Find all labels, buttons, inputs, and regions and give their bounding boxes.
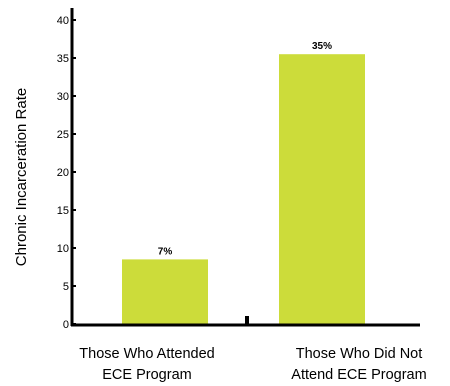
axes — [70, 8, 420, 327]
data-labels: 7% 35% — [158, 41, 332, 257]
y-tick-label: 40 — [57, 15, 69, 27]
x-tick-label: ECE Program — [102, 367, 191, 383]
data-label: 35% — [312, 41, 332, 52]
y-tick-label: 25 — [57, 129, 69, 141]
y-tick-label: 10 — [57, 243, 69, 255]
y-axis-label: Chronic Incarceration Rate — [13, 88, 30, 266]
bars — [122, 54, 365, 324]
y-tick-label: 0 — [63, 319, 69, 331]
x-tick-label: Those Who Attended — [79, 346, 214, 362]
x-tick-label: Those Who Did Not — [296, 346, 423, 362]
x-tick-label: Attend ECE Program — [291, 367, 426, 383]
y-tick-label: 15 — [57, 205, 69, 217]
y-tick-label: 30 — [57, 91, 69, 103]
y-axis-ticks: 0 5 10 15 20 25 30 35 40 — [57, 15, 76, 331]
bar — [122, 259, 208, 324]
y-tick-label: 20 — [57, 167, 69, 179]
bar — [279, 54, 365, 324]
category-labels: Those Who Attended ECE Program Those Who D… — [79, 346, 426, 383]
y-tick-label: 5 — [63, 281, 69, 293]
data-label: 7% — [158, 246, 173, 257]
y-tick-label: 35 — [57, 53, 69, 65]
